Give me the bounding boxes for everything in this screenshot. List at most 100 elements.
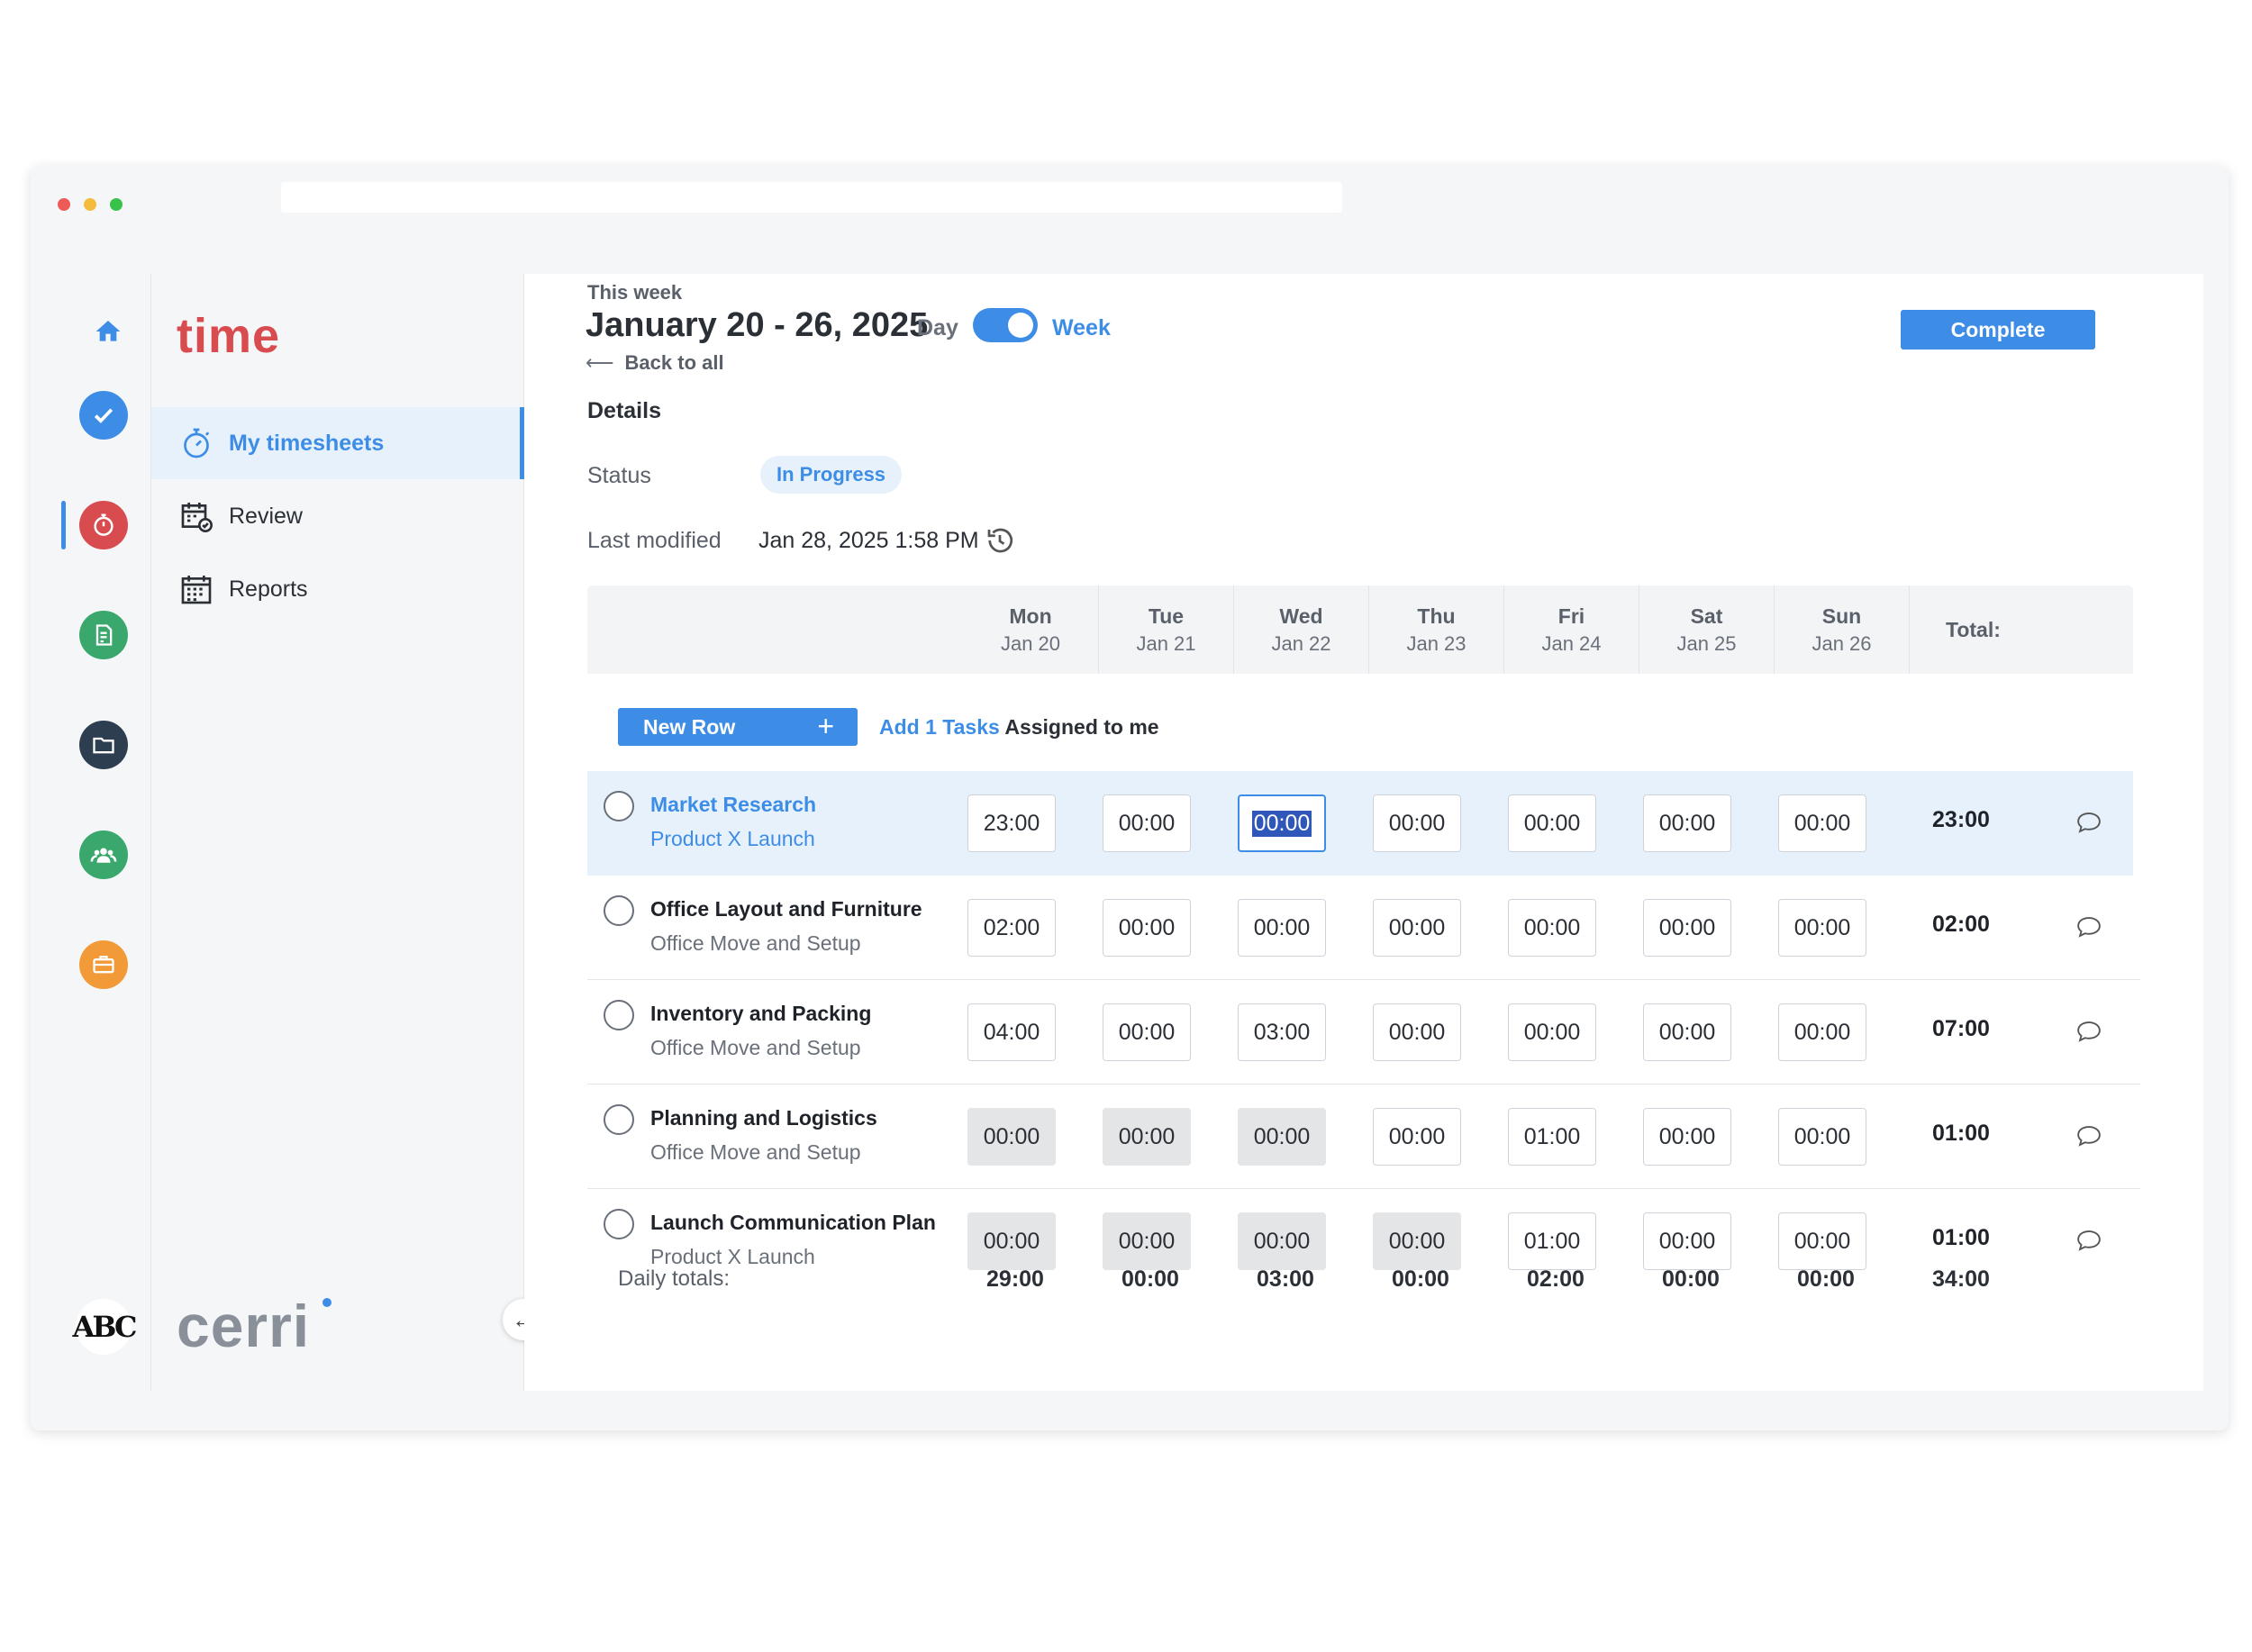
check-icon[interactable] <box>79 391 128 440</box>
comment-icon[interactable] <box>2075 811 2102 834</box>
time-input[interactable]: 00:00 <box>1778 1212 1866 1270</box>
comment-icon[interactable] <box>2075 915 2102 939</box>
time-value: 00:00 <box>1118 1123 1176 1149</box>
time-input: 00:00 <box>1103 1108 1191 1166</box>
time-input[interactable]: 01:00 <box>1508 1212 1596 1270</box>
week-view-label[interactable]: Week <box>1052 315 1111 340</box>
comment-icon[interactable] <box>2075 1124 2102 1148</box>
row-select-radio[interactable] <box>604 1000 634 1030</box>
time-value: 02:00 <box>983 914 1040 940</box>
day-date: Jan 22 <box>1271 631 1331 655</box>
time-input[interactable]: 00:00 <box>1778 1108 1866 1166</box>
home-icon[interactable] <box>94 317 123 346</box>
day-date: Jan 26 <box>1812 631 1872 655</box>
time-input[interactable]: 00:00 <box>1778 1003 1866 1061</box>
task-project: Office Move and Setup <box>650 931 861 955</box>
details-heading: Details <box>587 398 661 423</box>
document-icon[interactable] <box>79 611 128 659</box>
time-input[interactable]: 00:00 <box>1103 794 1191 852</box>
history-icon[interactable] <box>984 524 1016 557</box>
time-input[interactable]: 00:00 <box>1238 794 1326 852</box>
day-week-toggle[interactable] <box>973 308 1038 342</box>
day-view-label[interactable]: Day <box>917 315 958 340</box>
time-input[interactable]: 00:00 <box>1643 1003 1731 1061</box>
day-date: Jan 23 <box>1406 631 1467 655</box>
row-select-radio[interactable] <box>604 791 634 821</box>
sidebar-item-my-timesheets[interactable]: My timesheets <box>151 407 524 479</box>
timer-icon[interactable] <box>79 501 128 549</box>
complete-button[interactable]: Complete <box>1901 310 2095 349</box>
time-input[interactable]: 00:00 <box>1508 794 1596 852</box>
time-input[interactable]: 00:00 <box>1103 899 1191 957</box>
time-input[interactable]: 04:00 <box>967 1003 1056 1061</box>
add-tasks-link[interactable]: Add 1 Tasks <box>879 715 1000 739</box>
time-input[interactable]: 00:00 <box>1778 899 1866 957</box>
time-value: 00:00 <box>1388 1019 1446 1045</box>
time-value: 00:00 <box>1388 1123 1446 1149</box>
daily-total: 00:00 <box>1121 1266 1179 1292</box>
avatar[interactable]: ABC <box>73 1299 137 1355</box>
address-bar[interactable] <box>281 182 1342 213</box>
time-input[interactable]: 00:00 <box>1778 794 1866 852</box>
task-name: Planning and Logistics <box>650 1106 877 1130</box>
row-select-radio[interactable] <box>604 1209 634 1239</box>
row-select-radio[interactable] <box>604 895 634 926</box>
day-date: Jan 20 <box>1000 631 1061 655</box>
new-row-button[interactable]: New Row + <box>618 708 858 746</box>
time-input[interactable]: 00:00 <box>1373 794 1461 852</box>
time-input[interactable]: 02:00 <box>967 899 1056 957</box>
day-name: Sat <box>1690 604 1723 628</box>
time-input[interactable]: 00:00 <box>1508 1003 1596 1061</box>
day-date: Jan 24 <box>1541 631 1602 655</box>
table-row[interactable]: Launch Communication Plan Product X Launc… <box>587 1189 2140 1293</box>
time-input[interactable]: 23:00 <box>967 794 1056 852</box>
close-window-button[interactable] <box>58 198 70 211</box>
folder-icon[interactable] <box>79 721 128 769</box>
time-input[interactable]: 00:00 <box>1373 1003 1461 1061</box>
time-input[interactable]: 00:00 <box>1373 1108 1461 1166</box>
back-link[interactable]: ⟵ Back to all <box>586 351 724 375</box>
last-modified-value: Jan 28, 2025 1:58 PM <box>758 528 979 553</box>
time-value: 00:00 <box>1658 914 1716 940</box>
calendar-grid-icon <box>178 571 214 607</box>
daily-totals-label: Daily totals: <box>618 1266 731 1291</box>
time-value: 00:00 <box>1793 1019 1851 1045</box>
time-input[interactable]: 00:00 <box>1103 1003 1191 1061</box>
row-total: 01:00 <box>1932 1121 1990 1146</box>
add-assigned-tasks: Add 1 Tasks Assigned to me <box>879 715 1159 740</box>
table-row[interactable]: Inventory and Packing Office Move and Set… <box>587 980 2140 1085</box>
time-input[interactable]: 00:00 <box>1238 899 1326 957</box>
time-value: 00:00 <box>1251 810 1312 837</box>
task-project: Product X Launch <box>650 1245 815 1268</box>
footer-logo: cerri <box>177 1293 311 1359</box>
team-icon[interactable] <box>79 831 128 879</box>
comment-icon[interactable] <box>2075 1020 2102 1043</box>
time-input[interactable]: 00:00 <box>1643 794 1731 852</box>
time-input[interactable]: 00:00 <box>1643 1212 1731 1270</box>
time-value: 00:00 <box>1523 810 1581 836</box>
time-input[interactable]: 01:00 <box>1508 1108 1596 1166</box>
time-input[interactable]: 00:00 <box>1643 899 1731 957</box>
time-input[interactable]: 00:00 <box>1508 899 1596 957</box>
daily-total: 02:00 <box>1527 1266 1585 1292</box>
sidebar-item-review[interactable]: Review <box>151 480 524 552</box>
time-input[interactable]: 03:00 <box>1238 1003 1326 1061</box>
briefcase-icon[interactable] <box>79 940 128 989</box>
table-row[interactable]: Office Layout and Furniture Office Move a… <box>587 876 2140 980</box>
row-select-radio[interactable] <box>604 1104 634 1135</box>
table-row[interactable]: Market Research Product X Launch 23:00 00:0… <box>587 771 2133 876</box>
time-input[interactable]: 00:00 <box>1373 899 1461 957</box>
time-value: 00:00 <box>1253 914 1311 940</box>
table-row[interactable]: Planning and Logistics Office Move and Se… <box>587 1085 2140 1189</box>
maximize-window-button[interactable] <box>110 198 123 211</box>
task-name[interactable]: Market Research <box>650 793 817 816</box>
app-window: ABC time My timesheets Review Reports ce… <box>31 166 2229 1430</box>
comment-icon[interactable] <box>2075 1229 2102 1252</box>
task-name: Inventory and Packing <box>650 1002 872 1025</box>
time-value: 00:00 <box>1658 1019 1716 1045</box>
time-value: 00:00 <box>1253 1228 1311 1254</box>
minimize-window-button[interactable] <box>84 198 96 211</box>
time-value: 00:00 <box>1793 1123 1851 1149</box>
sidebar-item-reports[interactable]: Reports <box>151 553 524 625</box>
time-input[interactable]: 00:00 <box>1643 1108 1731 1166</box>
